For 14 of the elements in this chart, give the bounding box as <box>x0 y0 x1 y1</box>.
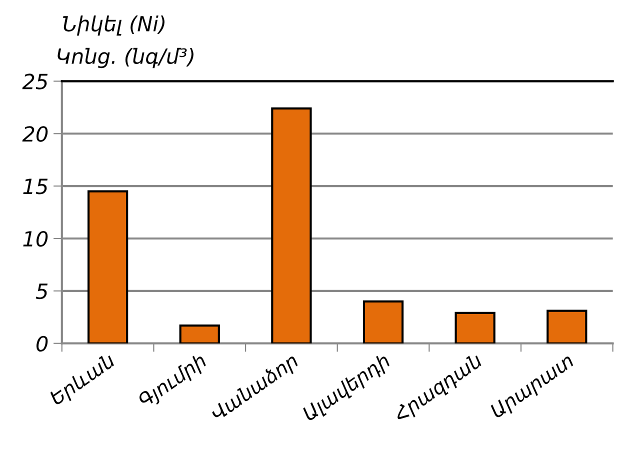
chart-title: Նիկել (Ni) <box>63 15 164 36</box>
y-axis-title: Կոնց. (նգ/մ³) <box>58 48 194 68</box>
bar <box>454 312 496 344</box>
y-tick-label: 10 <box>23 230 48 247</box>
y-tick-label: 0 <box>36 336 48 352</box>
y-tick-label: 20 <box>22 126 48 142</box>
bar <box>546 310 588 344</box>
bar <box>271 107 312 344</box>
bar <box>362 300 404 344</box>
bar <box>87 190 128 344</box>
y-tick-label: 5 <box>36 284 48 300</box>
bar <box>179 324 220 344</box>
y-tick-label: 25 <box>22 74 48 90</box>
y-tick-label: 15 <box>23 178 48 194</box>
